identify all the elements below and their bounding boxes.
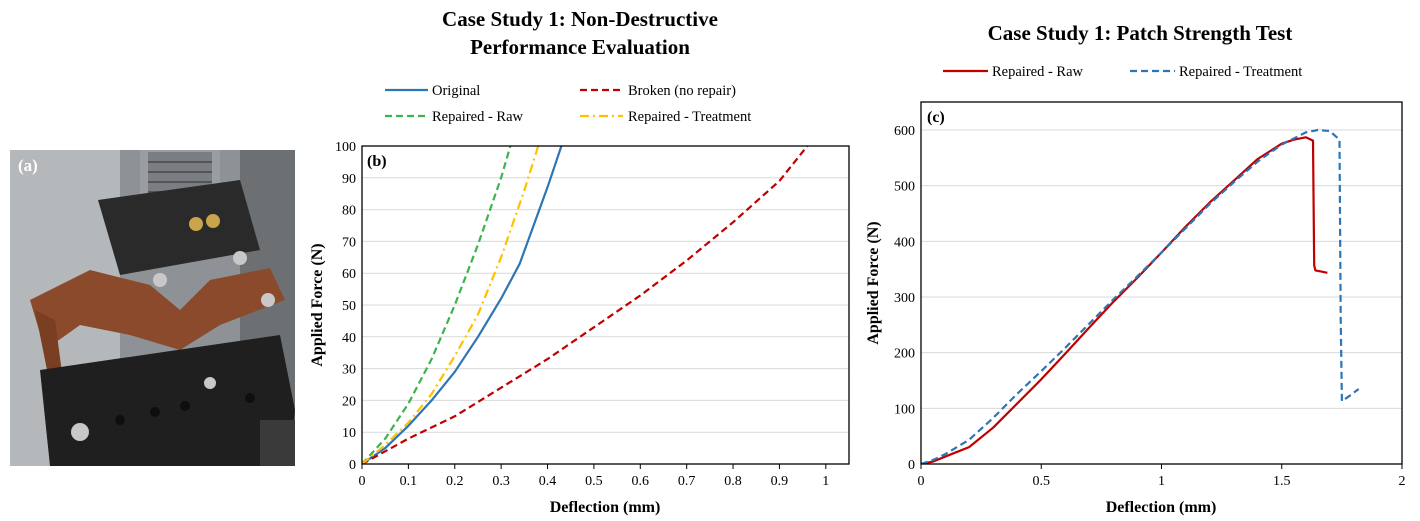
legend-c-repaired-treatment-label: Repaired - Treatment	[1179, 64, 1302, 80]
legend-b-repaired-raw-label: Repaired - Raw	[432, 109, 524, 125]
chart-c-y-tick-label: 600	[894, 124, 915, 139]
legend-b-original-label: Original	[432, 83, 480, 99]
chart-b-x-tick-label: 0.3	[492, 474, 510, 489]
chart-b: Case Study 1: Non-Destructive Performanc…	[309, 7, 850, 516]
chart-c-x-axis-label: Deflection (mm)	[1106, 499, 1217, 516]
chart-c-x-tick-label: 1.5	[1273, 474, 1291, 489]
chart-b-legend: Original Broken (no repair) Repaired - R…	[385, 83, 751, 125]
chart-c-series	[921, 128, 1360, 464]
chart-b-y-tick-label: 80	[342, 204, 356, 219]
chart-b-y-tick-label: 50	[342, 299, 356, 314]
chart-b-y-tick-label: 30	[342, 363, 356, 378]
chart-b-x-axis-label: Deflection (mm)	[550, 499, 661, 516]
chart-b-y-tick-label: 40	[342, 331, 356, 346]
chart-b-title-line2: Performance Evaluation	[470, 35, 690, 59]
chart-b-series	[362, 146, 809, 464]
chart-c-legend: Repaired - Raw Repaired - Treatment	[943, 64, 1302, 80]
chart-b-series-line-1	[362, 146, 563, 464]
chart-b-tick-labels: 0 10 20 30 40 50 60 70 80 90 100 0 0.1 0.2 0.3 0.4 0.5 0.…	[335, 140, 829, 489]
chart-b-x-tick-label: 0.8	[724, 474, 742, 489]
legend-b-broken-label: Broken (no repair)	[628, 83, 736, 99]
chart-b-x-tick-label: 1	[822, 474, 829, 489]
chart-b-y-tick-label: 20	[342, 394, 356, 409]
chart-c-y-axis-label: Applied Force (N)	[865, 221, 882, 344]
chart-c-gridlines	[921, 129, 1402, 409]
chart-c-tick-labels: 0 100 200 300 400 500 600 0 0.5 1 1.5 2	[894, 124, 1406, 489]
chart-b-y-tick-label: 90	[342, 172, 356, 187]
chart-b-y-tick-label: 70	[342, 235, 356, 250]
chart-b-x-tick-label: 0.6	[632, 474, 650, 489]
chart-c-plot-frame	[920, 101, 1403, 465]
chart-b-x-tick-label: 0.9	[771, 474, 789, 489]
chart-c-y-tick-label: 500	[894, 180, 915, 195]
chart-b-y-tick-label: 100	[335, 140, 356, 155]
chart-c-y-tick-label: 0	[908, 458, 915, 473]
chart-b-x-tick-label: 0.4	[539, 474, 557, 489]
chart-c-x-tick-label: 2	[1399, 474, 1406, 489]
chart-b-y-tick-label: 0	[349, 458, 356, 473]
photo-panel-a: (a)	[10, 150, 295, 466]
chart-b-panel-label: (b)	[367, 153, 387, 170]
panel-a-label: (a)	[18, 156, 38, 175]
chart-b-series-line-3	[362, 146, 512, 464]
chart-b-series-line-4	[362, 146, 540, 464]
chart-b-title-line1: Case Study 1: Non-Destructive	[442, 7, 718, 31]
legend-b-repaired-treatment-label: Repaired - Treatment	[628, 109, 751, 125]
chart-c-series-line-1	[921, 136, 1328, 464]
chart-b-x-tick-label: 0.7	[678, 474, 696, 489]
chart-b-y-tick-label: 10	[342, 426, 356, 441]
chart-c-y-tick-label: 100	[894, 402, 915, 417]
chart-c-panel-label: (c)	[927, 109, 945, 126]
legend-c-repaired-raw-label: Repaired - Raw	[992, 64, 1084, 80]
chart-b-x-tick-label: 0	[359, 474, 366, 489]
chart-c-y-tick-label: 300	[894, 291, 915, 306]
chart-c-series-line-2	[921, 128, 1360, 464]
chart-c-y-tick-label: 200	[894, 347, 915, 362]
chart-b-y-axis-label: Applied Force (N)	[309, 243, 326, 366]
chart-c-x-tick-label: 1	[1158, 474, 1165, 489]
chart-b-y-tick-label: 60	[342, 267, 356, 282]
fixture-photo	[10, 150, 295, 466]
chart-b-x-tick-label: 0.2	[446, 474, 464, 489]
chart-b-x-tick-label: 0.1	[400, 474, 418, 489]
chart-b-x-tick-label: 0.5	[585, 474, 603, 489]
chart-c: Case Study 1: Patch Strength Test Repair…	[865, 21, 1406, 516]
chart-c-x-tick-label: 0.5	[1033, 474, 1051, 489]
chart-b-plot-frame	[361, 145, 850, 465]
chart-c-x-tick-label: 0	[918, 474, 925, 489]
chart-b-series-line-2	[362, 146, 809, 464]
chart-c-y-tick-label: 400	[894, 235, 915, 250]
chart-b-gridlines	[362, 145, 849, 433]
chart-c-title: Case Study 1: Patch Strength Test	[988, 21, 1293, 45]
